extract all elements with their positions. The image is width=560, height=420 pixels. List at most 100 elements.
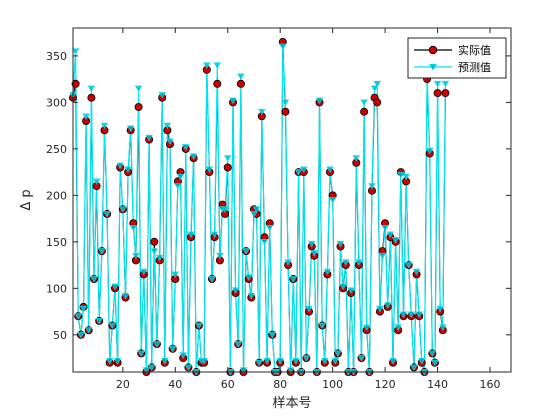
point-predicted (331, 357, 339, 365)
point-predicted (195, 322, 203, 329)
x-tick-label: 40 (168, 378, 182, 391)
point-predicted (399, 311, 408, 318)
point-predicted (210, 231, 219, 238)
point-predicted (268, 331, 277, 339)
point-predicted (436, 305, 444, 313)
point-actual (433, 89, 442, 98)
point-predicted (352, 155, 360, 162)
point-predicted (237, 73, 245, 80)
point-predicted (370, 85, 379, 92)
point-predicted (376, 305, 384, 313)
y-tick-label: 50 (53, 329, 67, 342)
point-predicted (153, 341, 161, 348)
point-predicted (161, 357, 169, 365)
point-actual (281, 107, 290, 116)
point-predicted (179, 352, 187, 359)
point-predicted (77, 331, 85, 339)
point-predicted (105, 357, 114, 365)
point-predicted (82, 113, 90, 120)
point-predicted (203, 62, 211, 69)
point-predicted (368, 183, 376, 190)
point-predicted (208, 276, 216, 283)
point-predicted (378, 252, 387, 260)
point-predicted (231, 287, 240, 294)
point-predicted (137, 350, 145, 357)
point-predicted (134, 85, 143, 92)
point-predicted (265, 225, 274, 232)
point-predicted (373, 80, 381, 88)
point-predicted (302, 355, 311, 362)
legend: 实际值 预测值 (407, 37, 507, 79)
y-tick-label: 250 (46, 143, 67, 156)
point-predicted (95, 318, 103, 325)
point-actual (373, 98, 382, 107)
point-predicted (158, 92, 166, 99)
point-predicted (321, 357, 329, 365)
point-predicted (176, 173, 185, 181)
point-predicted (381, 225, 389, 232)
point-predicted (90, 276, 98, 283)
y-tick-label: 150 (46, 236, 67, 249)
point-predicted (294, 169, 303, 176)
point-actual (441, 89, 450, 98)
point-predicted (384, 302, 392, 309)
point-predicted (221, 206, 229, 213)
point-predicted (402, 173, 410, 181)
point-predicted (305, 305, 313, 313)
point-predicted (166, 138, 174, 145)
legend-label-predicted: 预测值 (458, 61, 491, 74)
point-predicted (258, 108, 266, 116)
point-predicted (357, 355, 366, 362)
point-predicted (284, 259, 292, 266)
point-actual (236, 79, 245, 88)
point-predicted (200, 357, 208, 365)
point-predicted (132, 252, 140, 260)
point-predicted (224, 155, 232, 162)
point-actual (360, 107, 369, 116)
point-predicted (140, 268, 148, 276)
point-predicted (431, 359, 439, 367)
point-predicted (415, 311, 423, 318)
x-tick-label: 80 (273, 378, 287, 391)
point-predicted (116, 162, 124, 170)
point-predicted (182, 144, 190, 151)
point-predicted (108, 322, 117, 329)
point-predicted (85, 327, 93, 334)
point-predicted (326, 166, 334, 173)
point-predicted (418, 357, 426, 365)
point-predicted (92, 178, 101, 185)
x-tick-label: 140 (427, 378, 448, 391)
point-predicted (404, 262, 413, 269)
point-predicted (113, 357, 122, 365)
point-predicted (79, 305, 88, 313)
point-predicted (410, 364, 418, 371)
point-predicted (397, 172, 405, 179)
point-predicted (307, 240, 316, 248)
point-predicted (163, 122, 172, 130)
point-predicted (339, 283, 347, 290)
point-predicted (412, 268, 421, 276)
point-predicted (111, 283, 119, 290)
point-predicted (234, 341, 242, 348)
point-predicted (323, 268, 332, 276)
point-predicted (336, 240, 345, 248)
point-predicted (276, 357, 284, 365)
point-predicted (74, 313, 82, 320)
point-predicted (252, 206, 261, 213)
series-predicted-line (72, 46, 446, 373)
point-predicted (391, 237, 400, 244)
point-predicted (407, 311, 416, 318)
y-tick-label: 200 (46, 189, 67, 202)
x-axis-label: 样本号 (272, 396, 311, 411)
point-predicted (150, 248, 159, 255)
x-tick-label: 20 (116, 378, 130, 391)
point-predicted (103, 211, 111, 218)
point-predicted (124, 166, 132, 173)
x-tick-label: 100 (322, 378, 343, 391)
point-predicted (279, 43, 287, 51)
point-predicted (300, 166, 308, 173)
point-predicted (142, 367, 151, 374)
point-predicted (315, 97, 324, 104)
point-predicted (389, 357, 397, 365)
point-predicted (310, 250, 319, 257)
